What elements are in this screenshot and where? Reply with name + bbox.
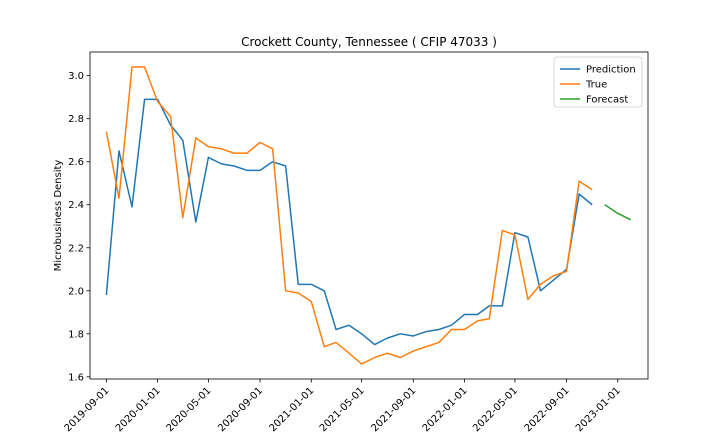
series-line-true — [105, 66, 593, 365]
x-tick-label: 2020-01-01 — [114, 385, 163, 432]
x-tick-label: 2023-01-01 — [574, 385, 623, 432]
y-tick-label: 3.0 — [68, 71, 84, 82]
y-tick-label: 2.2 — [68, 243, 84, 254]
x-tick-label: 2020-05-01 — [165, 385, 214, 432]
series-line-forecast — [604, 204, 632, 221]
y-tick-label: 2.0 — [68, 286, 84, 297]
plot-area — [89, 51, 649, 380]
x-tick-label: 2021-01-01 — [268, 385, 317, 432]
y-tick-label: 1.6 — [68, 372, 84, 383]
y-axis-label: Microbusiness Density — [53, 160, 64, 272]
y-tick-label: 2.6 — [68, 157, 84, 168]
y-tick-label: 2.8 — [68, 114, 84, 125]
x-tick-label: 2021-05-01 — [318, 385, 367, 432]
x-axis: 2019-09-01 2020-01-01 2020-05-01 2020-09-01… — [63, 379, 623, 432]
x-tick-label: 2022-01-01 — [421, 385, 470, 432]
x-tick-label: 2021-09-01 — [370, 385, 419, 432]
x-tick-label: 2020-09-01 — [216, 385, 265, 432]
chart-title: Crockett County, Tennessee ( CFIP 47033 … — [241, 35, 497, 49]
series-line-prediction — [105, 98, 593, 346]
plot-frame — [89, 51, 649, 380]
y-tick-label: 2.4 — [68, 200, 84, 211]
legend-label-true: True — [585, 80, 607, 91]
legend-label-forecast: Forecast — [586, 95, 628, 106]
y-axis: 1.6 1.8 2.0 2.2 2.4 2.6 2.8 3.0 — [68, 71, 90, 383]
x-tick-label: 2022-05-01 — [471, 385, 520, 432]
y-tick-label: 1.8 — [68, 329, 84, 340]
x-tick-label: 2022-09-01 — [523, 385, 572, 432]
legend: Prediction True Forecast — [553, 56, 643, 108]
x-tick-label: 2019-09-01 — [63, 385, 112, 432]
legend-label-prediction: Prediction — [586, 65, 636, 76]
